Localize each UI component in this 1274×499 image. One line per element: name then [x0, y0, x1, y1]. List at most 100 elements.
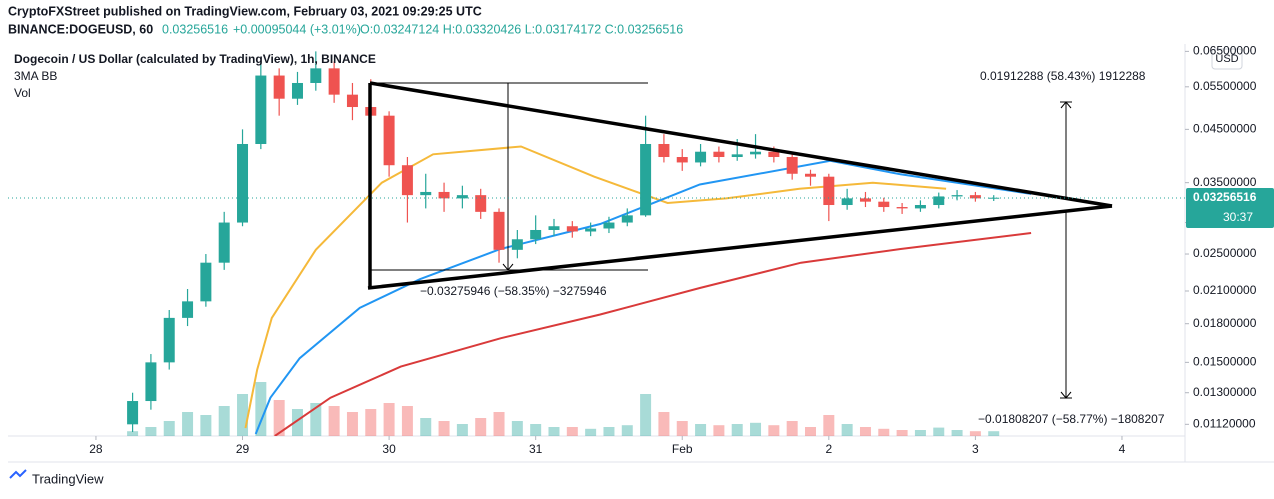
- volume-bar: [933, 427, 945, 436]
- candle-body: [805, 173, 816, 177]
- candle-body: [621, 215, 633, 223]
- candle-body: [163, 317, 175, 363]
- candle-body: [676, 157, 688, 163]
- candle-body: [145, 362, 157, 402]
- candle-body: [731, 154, 743, 158]
- trendline: [367, 204, 1113, 290]
- candle-body: [768, 151, 780, 158]
- volume-bar: [328, 406, 340, 436]
- legend-indicator: Vol: [14, 86, 31, 100]
- volume-bar: [585, 428, 597, 436]
- volume-bar: [493, 412, 505, 436]
- candle-body: [328, 68, 340, 95]
- x-tick-label: 30: [382, 442, 396, 456]
- price-label-box: [1186, 187, 1274, 228]
- volume-bar: [878, 428, 890, 436]
- volume-bar: [200, 415, 212, 436]
- currency-box[interactable]: [1211, 48, 1243, 70]
- ohlc: O:0.03247124 H:0.03320426 L:0.03174172 C…: [360, 22, 683, 36]
- volume-bar: [713, 425, 725, 436]
- candle-body: [640, 143, 652, 216]
- volume-bar: [676, 421, 688, 436]
- volume-bar: [859, 427, 871, 436]
- volume-bar: [805, 427, 816, 436]
- candle-body: [493, 211, 505, 250]
- countdown: 30:37: [1223, 210, 1253, 224]
- volume-bar: [365, 409, 377, 436]
- y-tick-label: 0.02500000: [1193, 246, 1257, 260]
- candle-body: [658, 143, 670, 158]
- volume-bar: [383, 403, 395, 436]
- candle-body: [273, 75, 285, 99]
- candle-body: [346, 94, 358, 108]
- volume-bar: [530, 424, 542, 436]
- footer-brand: TradingView: [32, 471, 104, 486]
- y-tick-label: 0.04500000: [1193, 122, 1257, 136]
- volume-bar: [621, 425, 633, 436]
- measure-label: −0.03275946 (−58.35%) −3275946: [420, 284, 607, 298]
- volume-bar: [310, 403, 322, 436]
- volume-bar: [401, 406, 413, 436]
- candle-body: [237, 143, 249, 223]
- volume-bar: [438, 421, 450, 436]
- volume-bar: [988, 431, 1000, 436]
- candle-body: [695, 151, 707, 163]
- volume-bar: [237, 394, 249, 436]
- drawings: [367, 81, 1113, 399]
- y-tick-label: 0.01800000: [1193, 316, 1257, 330]
- measure-label: 0.01912288 (58.43%) 1912288: [980, 69, 1146, 83]
- symbol: BINANCE:DOGEUSD, 60: [8, 22, 153, 36]
- candle-body: [127, 401, 139, 425]
- candle-body: [859, 198, 871, 202]
- candle-body: [218, 222, 230, 263]
- candle-body: [182, 301, 194, 318]
- volume-bar: [896, 430, 908, 436]
- candle-body: [255, 75, 267, 144]
- measure-label: −0.01808207 (−58.77%) −1808207: [978, 412, 1165, 426]
- candle-body: [383, 115, 395, 166]
- ma-line: [244, 145, 947, 429]
- candle-body: [456, 195, 468, 199]
- candle-body: [310, 68, 322, 83]
- x-tick-label: 4: [1119, 442, 1126, 456]
- candle-body: [291, 82, 303, 99]
- candle-body: [969, 195, 981, 199]
- candle-body: [511, 239, 523, 250]
- candle-body: [420, 191, 432, 196]
- volume-bar: [291, 409, 303, 436]
- x-tick-label: 28: [89, 442, 103, 456]
- y-tick-label: 0.02100000: [1193, 283, 1257, 297]
- candle-body: [841, 198, 853, 206]
- x-tick-label: 29: [236, 442, 250, 456]
- x-tick-label: Feb: [672, 442, 693, 456]
- candle-body: [823, 176, 835, 206]
- volume-bar: [658, 412, 670, 436]
- candle-body: [475, 195, 487, 212]
- y-tick-label: 0.01120000: [1193, 416, 1256, 430]
- volume-bar: [548, 427, 560, 436]
- volume-bar: [127, 431, 139, 436]
- volume-bar: [456, 424, 468, 436]
- volume-bar: [475, 418, 487, 436]
- ma-line: [274, 232, 1032, 436]
- last-value: 0.03256516: [162, 22, 228, 36]
- y-tick-label: 0.01300000: [1193, 385, 1257, 399]
- candle-body: [896, 207, 908, 209]
- candle-body: [585, 228, 597, 232]
- currency[interactable]: USD: [1215, 53, 1238, 65]
- volume-bar: [420, 418, 432, 436]
- candle-body: [713, 151, 725, 158]
- volume-bar: [640, 394, 652, 436]
- volume-bar: [969, 431, 981, 436]
- price-label: 0.03256516: [1193, 190, 1257, 204]
- candle-body: [951, 195, 963, 197]
- arrow-head: [502, 263, 514, 271]
- candle-body: [401, 165, 413, 196]
- candle-body: [566, 226, 578, 232]
- y-tick-label: 0.03500000: [1193, 175, 1257, 189]
- volume-bar: [145, 427, 157, 436]
- candle-body: [530, 229, 542, 240]
- volume-bar: [273, 400, 285, 436]
- volume-bar: [786, 421, 798, 436]
